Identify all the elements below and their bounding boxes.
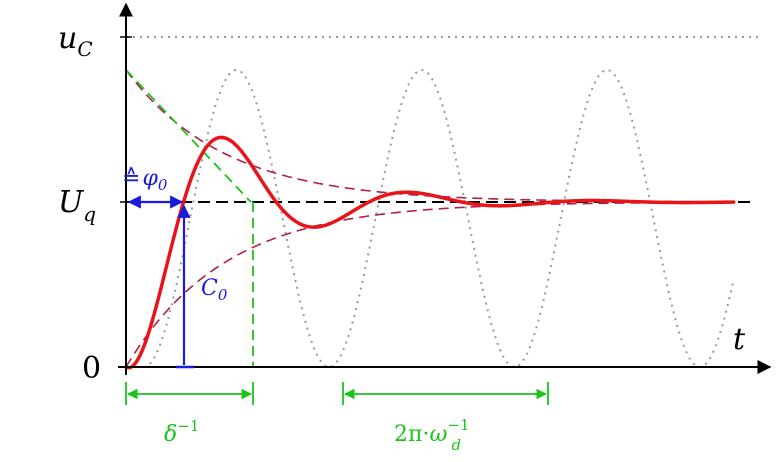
period-label: 2π·ω−1 d — [394, 416, 470, 454]
upper-envelope-curve — [125, 69, 734, 203]
decay-time-label: δ−1 — [164, 417, 199, 447]
y-label-top: uC — [58, 21, 93, 61]
response-curve — [124, 135, 736, 370]
x-label-t: t — [733, 322, 746, 357]
driving-cosine-curve — [143, 68, 735, 369]
amplitude-label: C0 — [201, 276, 228, 304]
y-label-mid: Uq — [58, 185, 96, 226]
initial-tangent-line — [125, 69, 252, 203]
y-label-zero: 0 — [82, 351, 101, 386]
phase-label: ≙φ0 — [122, 166, 168, 194]
